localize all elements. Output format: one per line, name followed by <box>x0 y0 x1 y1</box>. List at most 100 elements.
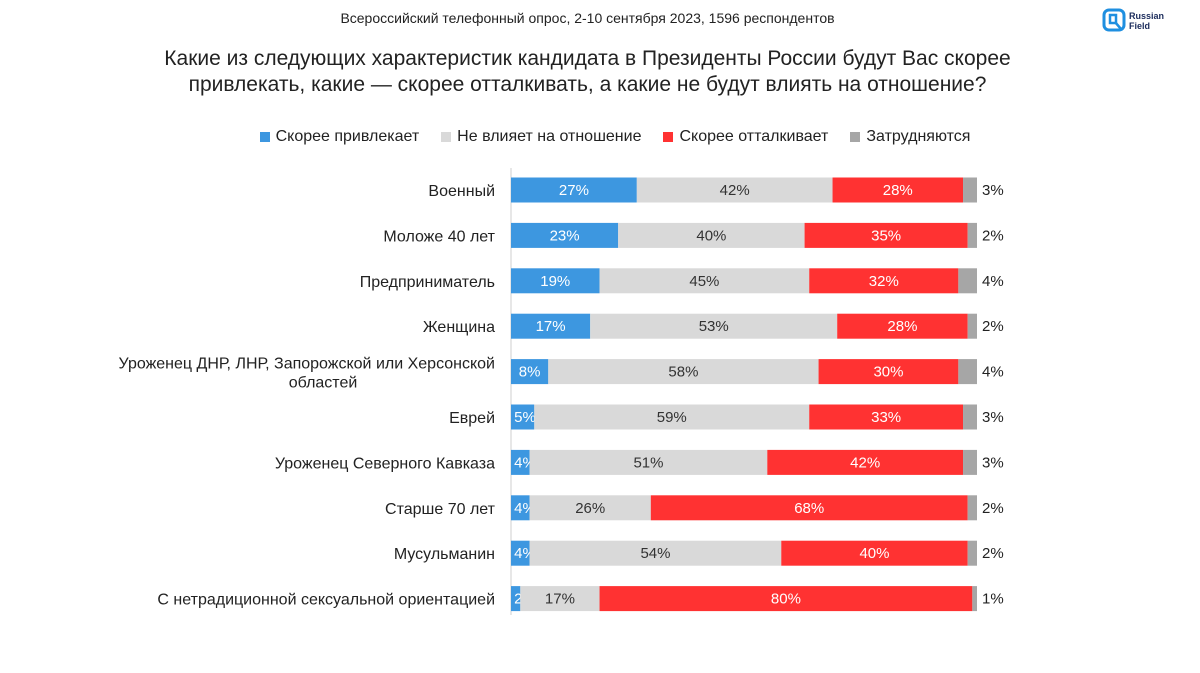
stacked-bar-chart: Военный 27% 42% 28% 3% Моложе 40 лет 23% 40% 35%… <box>119 168 1004 615</box>
data-label-unsure: 3% <box>982 182 1004 199</box>
bar-segment-attract <box>511 222 619 248</box>
data-label-unsure: 4% <box>982 364 1004 381</box>
category-label: Предприниматель <box>360 274 495 291</box>
data-label-unsure: 2% <box>982 227 1004 244</box>
bar-segment-neutral <box>529 540 782 566</box>
bar-segment-attract <box>511 177 637 203</box>
data-label-repel: 30% <box>873 364 903 381</box>
russian-field-logo: Russian Field <box>1102 6 1182 38</box>
bar-segment-repel <box>650 495 968 521</box>
legend-swatch-unsure <box>850 132 861 142</box>
survey-subtitle: Всероссийский телефонный опрос, 2-10 сен… <box>340 10 835 26</box>
bar-segment-neutral <box>636 177 833 203</box>
bar-segment-repel <box>599 586 973 612</box>
data-label-repel: 28% <box>883 182 913 199</box>
bar-segment-unsure <box>967 313 977 339</box>
legend-item-neutral: Не влияет на отношение <box>441 128 641 146</box>
logo-line-2: Field <box>1129 21 1151 31</box>
data-label-unsure: 4% <box>982 273 1004 290</box>
bar-segment-attract <box>511 313 591 339</box>
legend-label-unsure: Затрудняются <box>866 128 971 145</box>
bar-segment-repel <box>809 268 959 294</box>
data-label-repel: 32% <box>869 273 899 290</box>
legend-label-repel: Скорее отталкивает <box>679 128 829 145</box>
data-label-neutral: 45% <box>689 273 719 290</box>
bar-segment-unsure <box>958 359 977 385</box>
data-label-attract: 19% <box>540 273 570 290</box>
bar-segment-unsure <box>972 586 977 612</box>
bar-segment-neutral <box>529 449 768 475</box>
data-label-neutral: 26% <box>575 500 605 517</box>
bar-segment-neutral <box>599 268 810 294</box>
data-label-repel: 40% <box>859 545 889 562</box>
legend-swatch-attract <box>259 132 270 142</box>
bar-segment-unsure <box>967 495 977 521</box>
data-label-neutral: 54% <box>640 545 670 562</box>
data-label-unsure: 1% <box>982 591 1004 608</box>
bar-segment-unsure <box>958 268 977 294</box>
data-label-unsure: 3% <box>982 409 1004 426</box>
category-label: С нетрадиционной сексуальной ориентацией <box>157 592 495 609</box>
data-label-neutral: 42% <box>720 182 750 199</box>
category-label: Уроженец Северного Кавказа <box>275 455 495 472</box>
bar-segment-neutral <box>548 359 819 385</box>
data-label-repel: 68% <box>794 500 824 517</box>
bar-segment-repel <box>781 540 968 566</box>
data-label-repel: 35% <box>871 227 901 244</box>
category-label: Уроженец ДНР, ЛНР, Запорожской или Херсо… <box>119 356 496 392</box>
bar-segment-unsure <box>967 222 977 248</box>
bar-segment-neutral <box>520 586 600 612</box>
chart-legend: Скорее привлекает Не влияет на отношение… <box>0 128 1200 146</box>
category-label: Моложе 40 лет <box>383 228 495 245</box>
data-label-neutral: 59% <box>657 409 687 426</box>
data-label-unsure: 2% <box>982 545 1004 562</box>
bar-segment-attract <box>511 495 530 521</box>
bar-segment-attract <box>511 540 530 566</box>
data-label-attract: 5% <box>514 409 536 426</box>
bar-segment-attract <box>511 268 600 294</box>
data-label-attract: 27% <box>559 182 589 199</box>
category-label: Мусульманин <box>394 546 495 563</box>
bar-segment-neutral <box>590 313 838 339</box>
title-line-2: привлекать, какие — скорее отталкивать, … <box>188 73 987 96</box>
logo-text: Russian Field <box>1129 11 1164 31</box>
bar-segment-unsure <box>963 449 977 475</box>
data-label-neutral: 58% <box>668 364 698 381</box>
data-label-attract: 17% <box>536 318 566 335</box>
category-label: Женщина <box>423 319 495 336</box>
legend-swatch-repel <box>663 132 674 142</box>
bar-segment-repel <box>809 404 964 430</box>
legend-item-attract: Скорее привлекает <box>259 128 419 146</box>
bar-segment-neutral <box>534 404 810 430</box>
bar-segment-attract <box>511 359 549 385</box>
data-label-neutral: 40% <box>696 227 726 244</box>
bar-segment-attract <box>511 449 530 475</box>
legend-label-neutral: Не влияет на отношение <box>457 128 642 145</box>
legend-item-repel: Скорее отталкивает <box>663 128 828 146</box>
data-label-neutral: 53% <box>699 318 729 335</box>
category-label: Старше 70 лет <box>385 501 496 518</box>
data-label-repel: 80% <box>771 591 801 608</box>
data-label-neutral: 51% <box>633 454 663 471</box>
bar-segment-unsure <box>963 177 977 203</box>
data-label-unsure: 2% <box>982 500 1004 517</box>
bar-segment-unsure <box>967 540 977 566</box>
data-label-unsure: 2% <box>982 318 1004 335</box>
category-label: Еврей <box>449 410 495 427</box>
data-label-unsure: 3% <box>982 454 1004 471</box>
bar-segment-repel <box>818 359 959 385</box>
legend-swatch-neutral <box>441 132 452 142</box>
data-label-repel: 33% <box>871 409 901 426</box>
category-label-line: областей <box>289 375 358 392</box>
russian-field-logo-icon <box>1102 8 1126 32</box>
category-label: Военный <box>428 183 495 200</box>
bar-segment-neutral <box>529 495 651 521</box>
data-label-neutral: 17% <box>545 591 575 608</box>
bar-segment-repel <box>804 222 968 248</box>
bar-segment-repel <box>837 313 968 339</box>
bar-segment-attract <box>511 586 521 612</box>
data-label-attract: 8% <box>519 364 541 381</box>
data-label-attract: 23% <box>550 227 580 244</box>
chart-title: Какие из следующих характеристик кандида… <box>0 46 1175 98</box>
logo-line-1: Russian <box>1129 11 1165 21</box>
